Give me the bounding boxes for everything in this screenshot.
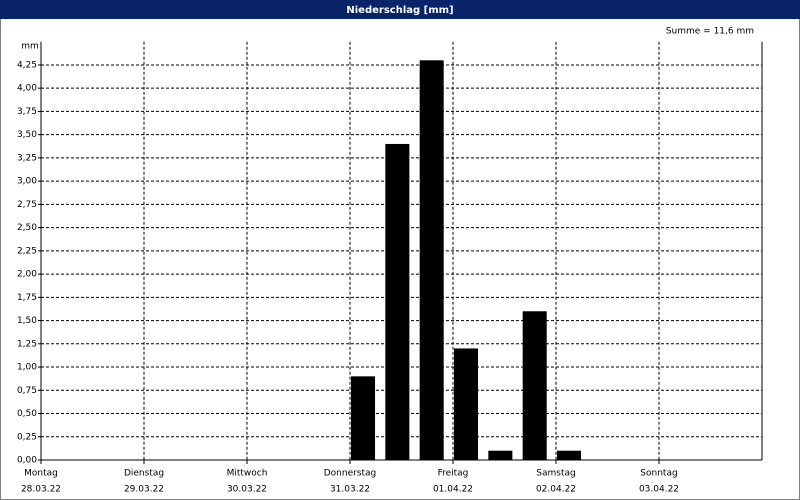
y-tick-label: 4,00 [17,84,37,94]
x-tick-label: Mittwoch [227,469,268,479]
y-tick-label: 3,00 [17,177,37,187]
x-tick-date: 29.03.22 [124,485,164,495]
bar [454,348,479,460]
y-tick-label: 2,50 [17,223,37,233]
y-tick-label: 1,50 [17,316,37,326]
bar [557,450,582,460]
x-tick-date: 02.04.22 [536,485,576,495]
y-tick-label: 0,25 [17,432,37,442]
bar [488,450,513,460]
title-bar [0,0,800,19]
annotation: Summe = 11,6 mm [666,27,754,37]
x-tick-label: Samstag [536,469,575,479]
y-tick-label: 3,25 [17,153,37,163]
chart-title: Niederschlag [mm] [346,5,453,16]
x-tick-label: Freitag [438,469,469,479]
y-tick-label: 2,25 [17,246,37,256]
x-tick-date: 03.04.22 [639,485,679,495]
x-tick-label: Donnerstag [324,469,377,479]
x-tick-label: Sonntag [640,469,677,479]
y-tick-label: 4,25 [17,60,37,70]
y-tick-label: 0,75 [17,386,37,396]
y-tick-label: 2,00 [17,270,37,280]
y-tick-label: 0,50 [17,409,37,419]
x-tick-date: 31.03.22 [330,485,370,495]
bar [385,143,410,460]
x-tick-label: Dienstag [124,469,164,479]
y-tick-label: 3,75 [17,107,37,117]
x-tick-date: 30.03.22 [227,485,267,495]
x-tick-date: 01.04.22 [433,485,473,495]
y-tick-label: 1,75 [17,293,37,303]
y-tick-label: 2,75 [17,200,37,210]
x-tick-label: Montag [24,469,58,479]
y-unit: mm [21,42,39,52]
y-tick-label: 1,25 [17,339,37,349]
bar [522,311,547,460]
y-tick-label: 1,00 [17,363,37,373]
bar [419,60,444,461]
y-tick-label: 3,50 [17,130,37,140]
bar [351,376,376,460]
y-tick-label: 0,00 [17,456,37,466]
x-tick-date: 28.03.22 [21,485,61,495]
